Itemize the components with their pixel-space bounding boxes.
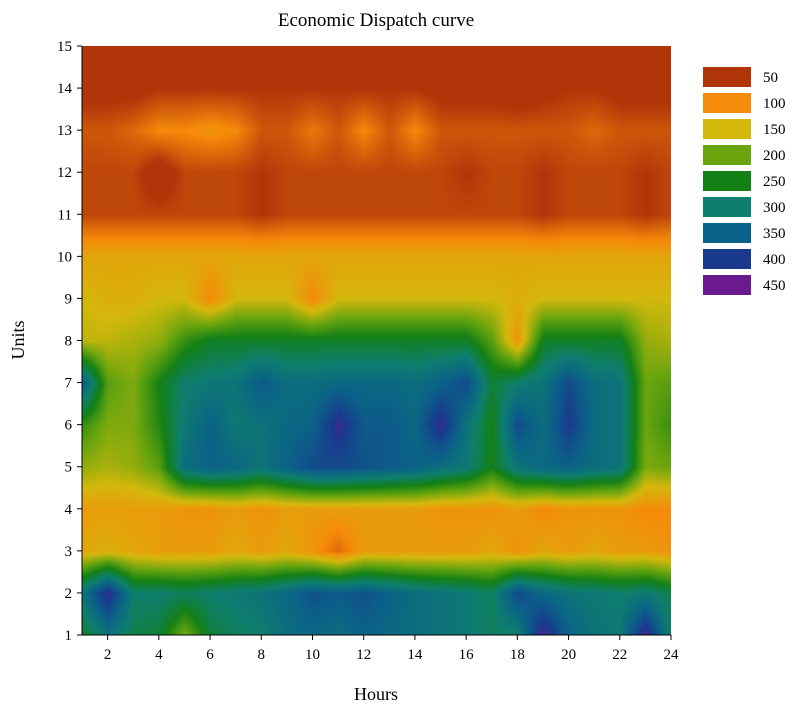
y-tick-label: 3 [65, 544, 73, 560]
x-tick-label: 14 [407, 647, 423, 663]
y-tick-label: 10 [57, 249, 72, 265]
x-tick-label: 18 [510, 647, 525, 663]
x-tick-label: 4 [155, 647, 163, 663]
legend-swatch [703, 275, 751, 295]
legend-swatch [703, 249, 751, 269]
heatmap-surface [82, 46, 671, 635]
legend-label: 50 [763, 70, 778, 86]
legend-swatch [703, 67, 751, 87]
y-tick-label: 4 [65, 502, 73, 518]
x-tick-label: 22 [612, 647, 627, 663]
y-tick-label: 7 [65, 376, 73, 392]
x-tick-label: 24 [664, 647, 680, 663]
y-axis-title: Units [8, 320, 28, 359]
x-tick-label: 16 [459, 647, 475, 663]
legend-label: 300 [763, 200, 786, 216]
x-tick-label: 6 [206, 647, 214, 663]
legend-label: 100 [763, 96, 786, 112]
y-tick-label: 14 [57, 81, 73, 97]
legend-label: 200 [763, 148, 786, 164]
legend-label: 400 [763, 252, 786, 268]
axes: 2 4 6 8 10 12 14 16 18 20 22 2412345678910111213141… [57, 39, 679, 663]
legend-swatch [703, 223, 751, 243]
y-tick-label: 8 [65, 334, 73, 350]
legend-label: 350 [763, 226, 786, 242]
legend: 50 100 150 200 250 300 350 400 450 [703, 67, 786, 295]
legend-swatch [703, 119, 751, 139]
y-tick-label: 9 [65, 291, 73, 307]
y-tick-label: 5 [65, 460, 73, 476]
legend-label: 450 [763, 278, 786, 294]
x-tick-label: 2 [104, 647, 112, 663]
legend-swatch [703, 145, 751, 165]
legend-swatch [703, 197, 751, 217]
y-tick-label: 15 [57, 39, 72, 55]
x-tick-label: 10 [305, 647, 320, 663]
legend-label: 250 [763, 174, 786, 190]
y-tick-label: 6 [65, 418, 73, 434]
x-axis-title: Hours [354, 684, 398, 704]
y-tick-label: 12 [57, 165, 72, 181]
y-tick-label: 13 [57, 123, 72, 139]
chart-title: Economic Dispatch curve [278, 10, 474, 31]
x-tick-label: 8 [258, 647, 266, 663]
legend-label: 150 [763, 122, 786, 138]
y-tick-label: 1 [65, 628, 73, 644]
legend-swatch [703, 93, 751, 113]
y-tick-label: 11 [58, 207, 72, 223]
x-tick-label: 12 [356, 647, 371, 663]
x-tick-label: 20 [561, 647, 576, 663]
heatmap-image [82, 46, 671, 635]
legend-swatch [703, 171, 751, 191]
y-tick-label: 2 [65, 586, 73, 602]
